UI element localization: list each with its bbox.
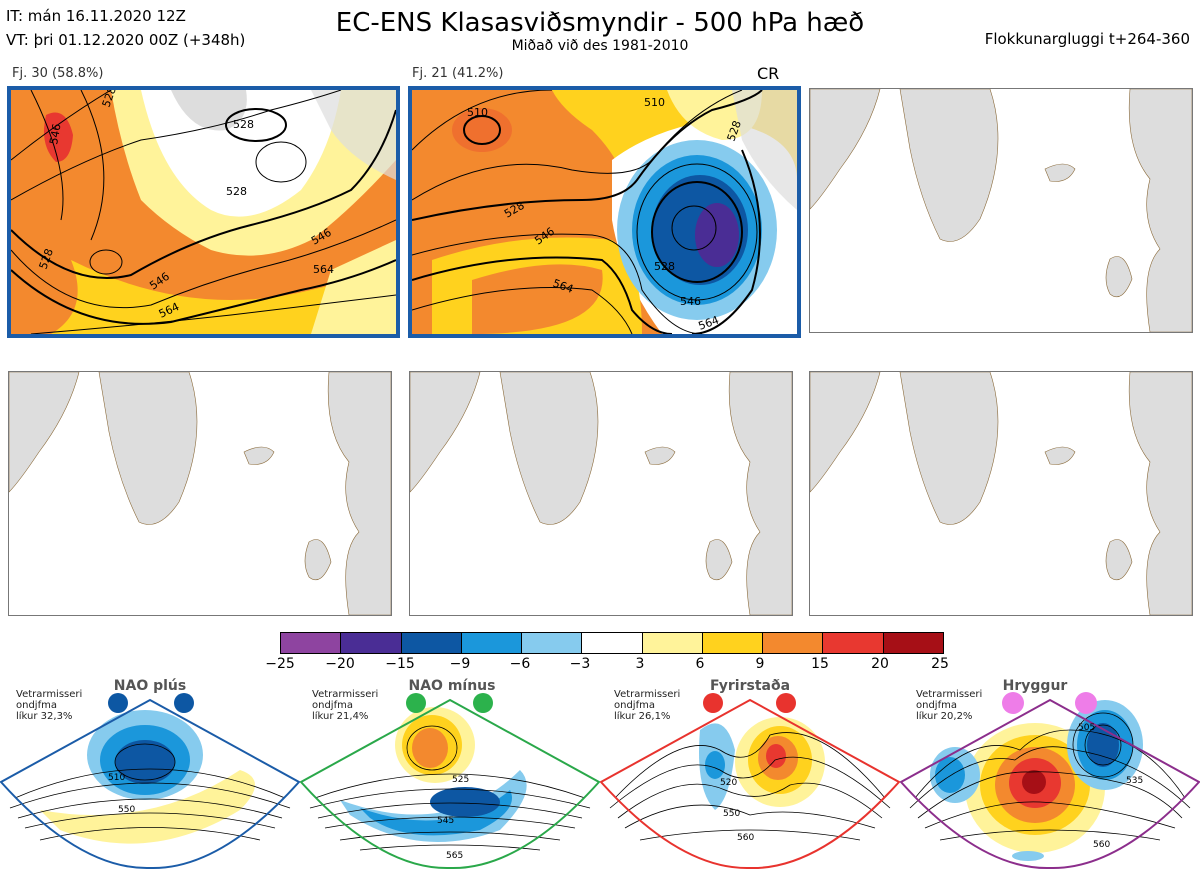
colorbar-swatch [763, 633, 824, 653]
page-subtitle: Miðað við des 1981-2010 [511, 38, 689, 54]
regime-4-title: Hryggur [1002, 678, 1068, 694]
regime-3-marker [703, 693, 723, 713]
colorbar-tick: 3 [635, 656, 645, 672]
colorbar-swatch [522, 633, 583, 653]
regime-2-title: NAO mínus [408, 678, 496, 694]
contour-label: 510 [467, 106, 488, 119]
contour-label: 545 [437, 816, 454, 826]
regime-4-marker [1002, 692, 1024, 714]
colorbar-swatch [281, 633, 342, 653]
cluster-2-map[interactable]: 510 510 528 528 546 564 528 546 564 [408, 86, 801, 338]
colorbar-swatch [461, 633, 523, 653]
regime-1-map[interactable]: 510 550 [0, 690, 301, 870]
initial-time: IT: mán 16.11.2020 12Z [6, 7, 186, 25]
contour-label: 510 [644, 96, 665, 109]
contour-label: 565 [446, 851, 463, 861]
contour-label: 550 [118, 805, 135, 815]
colorbar-tick: 9 [755, 656, 765, 672]
regime-4-note: Vetrarmisseri ondjfma líkur 20,2% [916, 689, 983, 722]
contour-label: 560 [1093, 840, 1110, 850]
regime-3-map[interactable]: 520 550 560 [599, 690, 901, 870]
colorbar-swatch [823, 633, 884, 653]
empty-map-panel [8, 371, 392, 616]
colorbar-tick: −3 [569, 656, 591, 672]
colorbar-tick: 20 [871, 656, 889, 672]
colorbar-swatch [341, 633, 402, 653]
contour-label: 525 [452, 775, 469, 785]
colorbar-tick: −6 [509, 656, 531, 672]
colorbar-tick: −20 [325, 656, 355, 672]
contour-label: 520 [720, 778, 737, 788]
contour-label: 550 [723, 809, 740, 819]
regime-2-map[interactable]: 525 545 565 [299, 690, 601, 870]
colorbar-swatch [582, 633, 643, 653]
colorbar-tick: −25 [265, 656, 295, 672]
colorbar [280, 632, 944, 654]
valid-time: VT: þri 01.12.2020 00Z (+348h) [6, 31, 246, 49]
regime-1-note: Vetrarmisseri ondjfma líkur 32,3% [16, 689, 83, 722]
colorbar-tick: −9 [449, 656, 471, 672]
regime-2-note: Vetrarmisseri ondjfma líkur 21,4% [312, 689, 379, 722]
contour-label: 528 [654, 260, 675, 273]
regime-1-title: NAO plús [113, 678, 187, 694]
regime-4-map[interactable]: 505 535 560 [899, 690, 1200, 870]
colorbar-swatch [642, 633, 703, 653]
colorbar-swatch [401, 633, 462, 653]
cluster-1-map[interactable]: 528 528 528 546 564 546 564 528 546 [7, 86, 400, 338]
regime-4-marker [1075, 692, 1097, 714]
contour-label: 546 [680, 295, 701, 308]
regime-2-marker [473, 693, 493, 713]
cluster-2-tag: CR [757, 64, 780, 83]
contour-label: 528 [226, 185, 247, 198]
colorbar-tick: −15 [385, 656, 415, 672]
regime-3-note: Vetrarmisseri ondjfma líkur 26,1% [614, 689, 681, 722]
contour-label: 535 [1126, 776, 1143, 786]
regime-2-marker [406, 693, 426, 713]
contour-label: 546 [47, 123, 63, 146]
contour-label: 564 [313, 263, 334, 276]
colorbar-swatch [883, 633, 943, 653]
empty-map-panel [809, 371, 1193, 616]
empty-map-panel [409, 371, 793, 616]
regime-3-marker [776, 693, 796, 713]
regime-1-marker [108, 693, 128, 713]
contour-label: 528 [233, 118, 254, 131]
regime-3-title: Fyrirstaða [709, 678, 791, 694]
classification-window: Flokkunargluggi t+264-360 [984, 30, 1190, 48]
contour-label: 510 [108, 773, 125, 783]
colorbar-tick: 15 [811, 656, 829, 672]
regime-1-marker [174, 693, 194, 713]
page-title: EC-ENS Klasasviðsmyndir - 500 hPa hæð [335, 8, 865, 38]
cluster-2-label: Fj. 21 (41.2%) [412, 66, 504, 81]
colorbar-swatch [702, 633, 764, 653]
contour-label: 560 [737, 833, 754, 843]
colorbar-tick: 25 [931, 656, 949, 672]
contour-label: 505 [1078, 723, 1095, 733]
cluster-1-label: Fj. 30 (58.8%) [12, 66, 104, 81]
colorbar-tick: 6 [695, 656, 705, 672]
empty-map-panel [809, 88, 1193, 333]
